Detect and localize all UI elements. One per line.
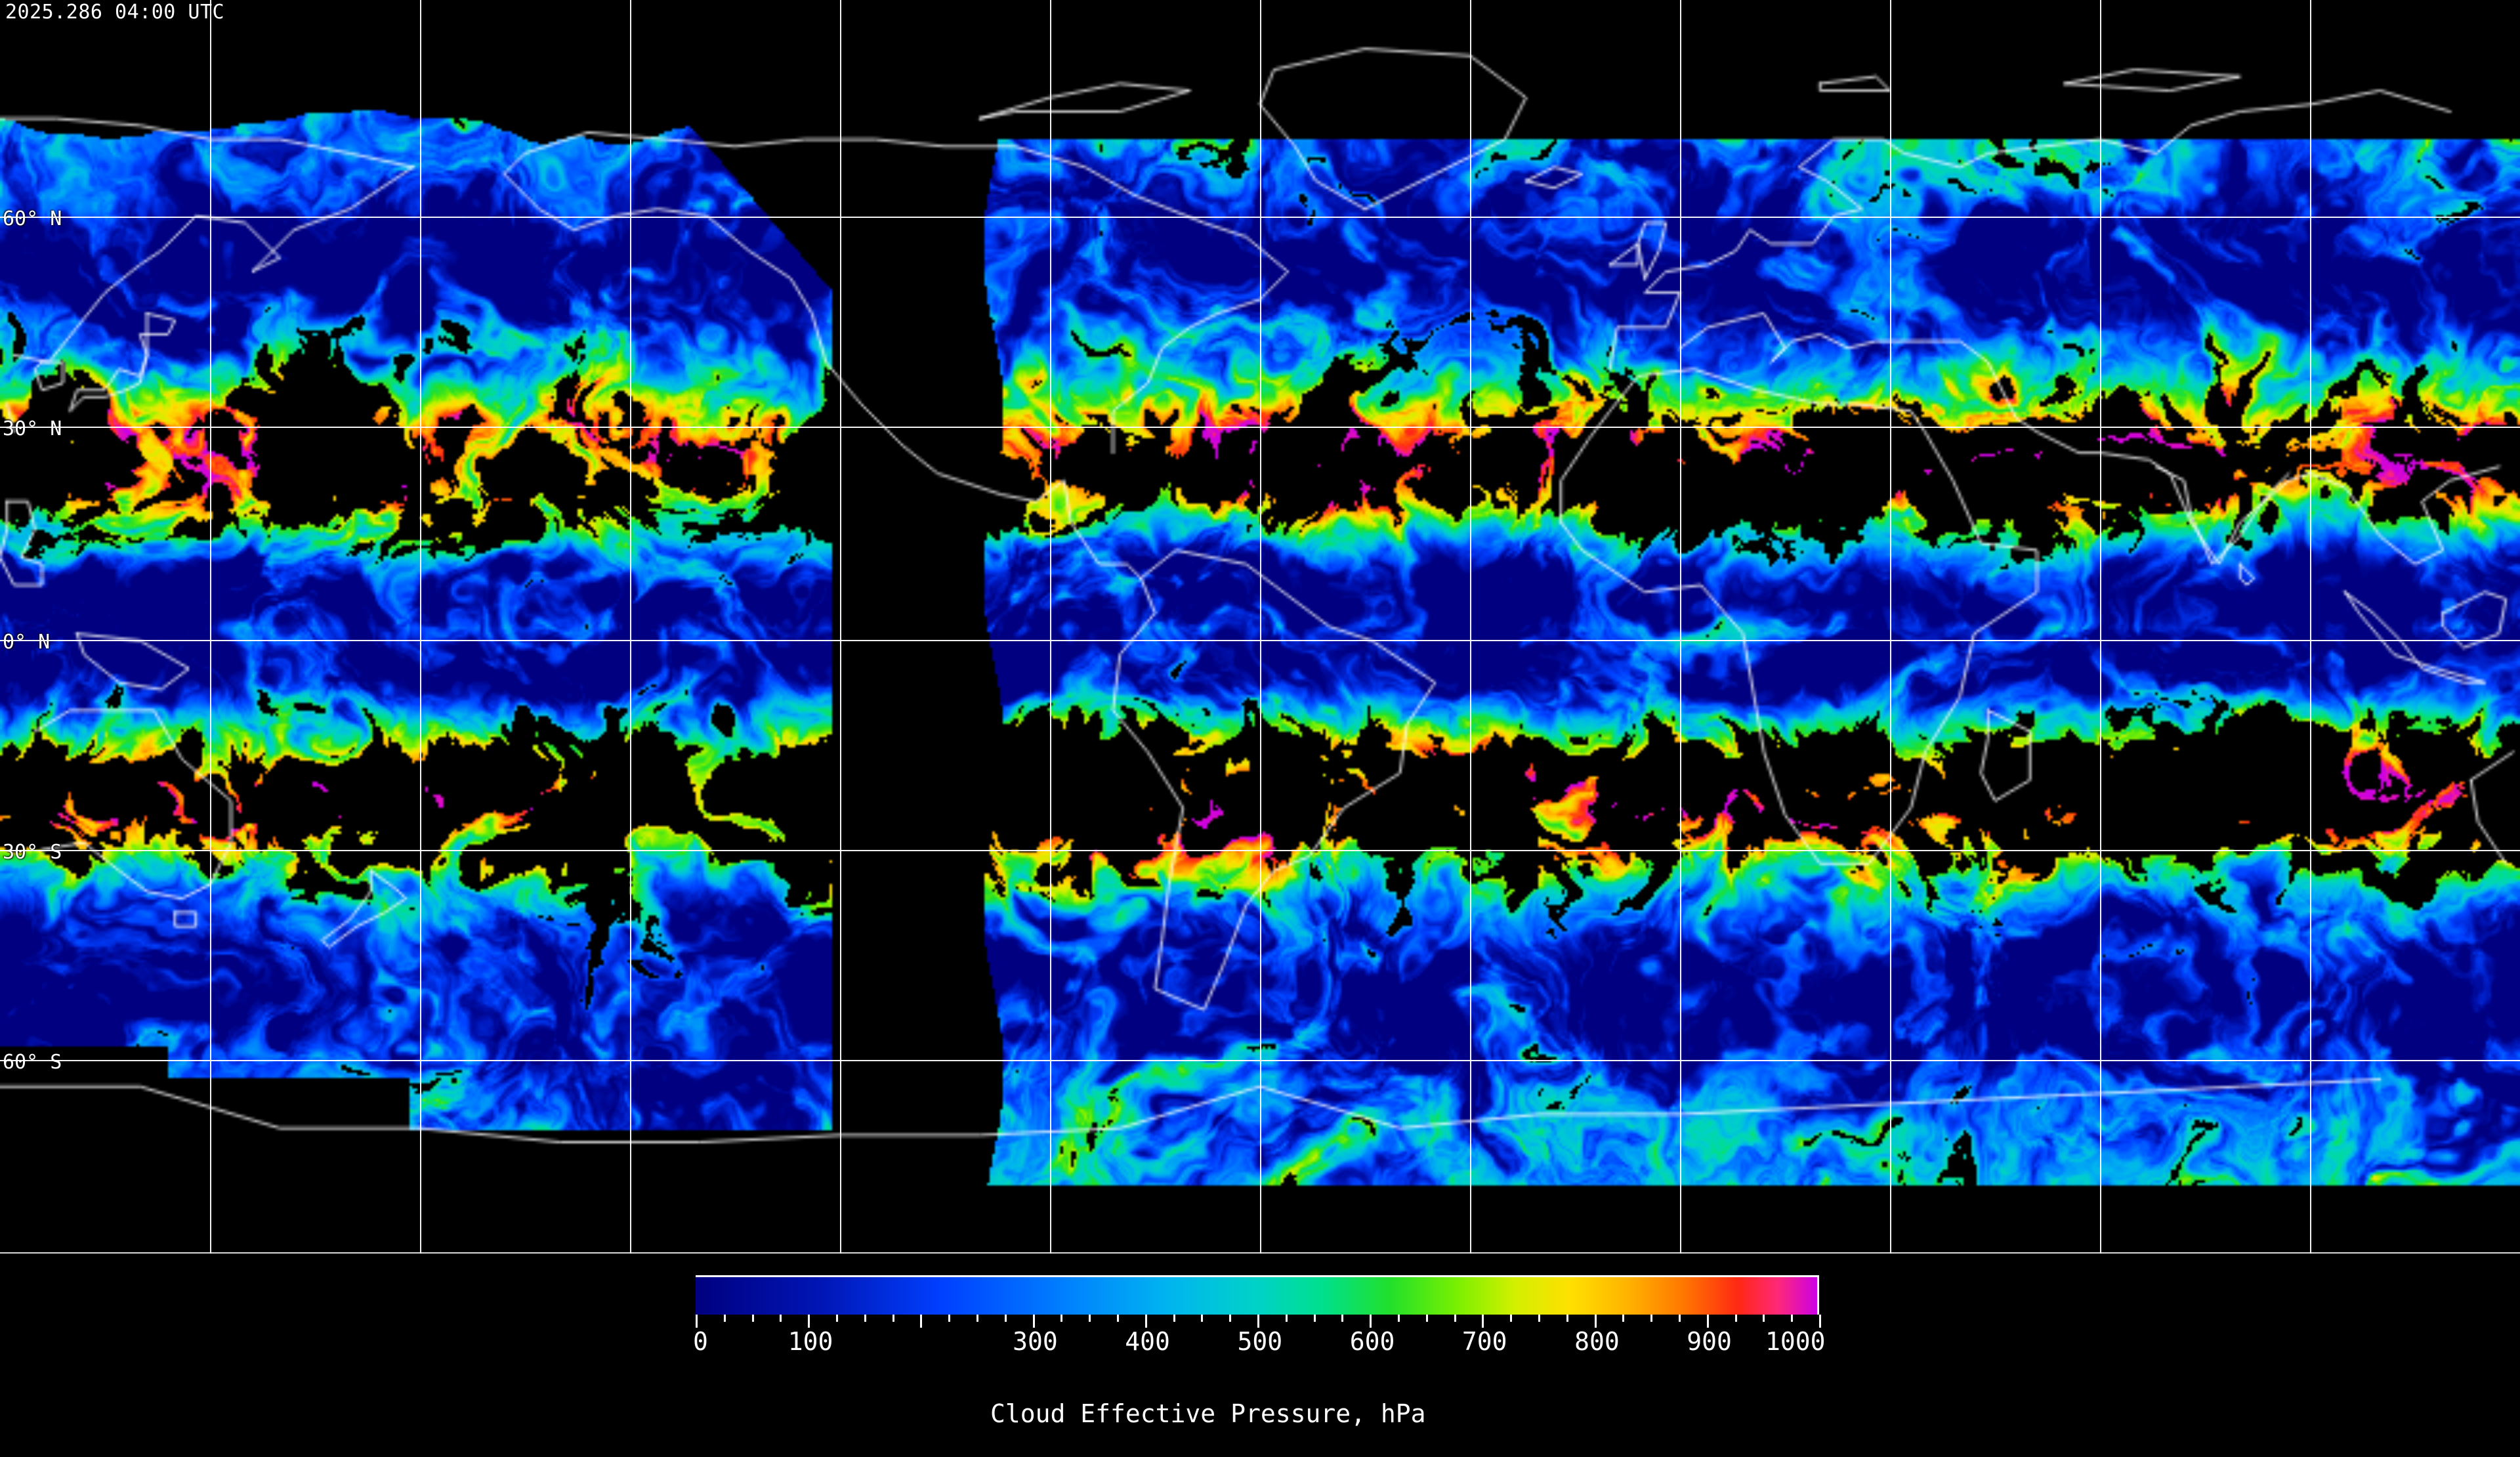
colorbar-major-tick <box>808 1315 810 1328</box>
colorbar-tick-label: 0 <box>693 1327 708 1356</box>
colorbar-major-tick <box>1144 1315 1147 1328</box>
colorbar-minor-tick <box>1089 1315 1091 1322</box>
colorbar-tick-label: 100 <box>788 1327 833 1356</box>
colorbar-major-tick <box>1594 1315 1597 1328</box>
colorbar-minor-tick <box>723 1315 726 1322</box>
colorbar-minor-tick <box>1454 1315 1456 1322</box>
colorbar-major-tick <box>1482 1315 1484 1328</box>
colorbar-minor-tick <box>1285 1315 1288 1322</box>
colorbar-minor-tick <box>1201 1315 1204 1322</box>
colorbar-tick-label: 500 <box>1237 1327 1283 1356</box>
colorbar-major-tick <box>1370 1315 1372 1328</box>
lat-label-30n: 30° N <box>3 417 62 440</box>
colorbar-title: Cloud Effective Pressure, hPa <box>0 1370 2520 1457</box>
colorbar-major-tick <box>1706 1315 1709 1328</box>
colorbar-major-tick <box>1257 1315 1259 1328</box>
colorbar-tick-label: 900 <box>1687 1327 1732 1356</box>
lat-label-60s: 60° S <box>3 1051 62 1074</box>
colorbar-tick-label: 1000 <box>1765 1327 1826 1356</box>
colorbar-minor-tick <box>948 1315 951 1322</box>
colorbar-minor-tick <box>1313 1315 1316 1322</box>
lat-label-60n: 60° N <box>3 207 62 230</box>
lat-label-0: 0° N <box>3 631 51 654</box>
colorbar-minor-tick <box>836 1315 838 1322</box>
colorbar-minor-tick <box>1622 1315 1625 1322</box>
colorbar-tick-label: 700 <box>1461 1327 1507 1356</box>
colorbar-tick-label: 600 <box>1349 1327 1395 1356</box>
colorbar-tick-labels: 0 100 300 400 500 600 700 800 900 1000 <box>693 1327 1826 1356</box>
colorbar-tick-label: 800 <box>1574 1327 1620 1356</box>
colorbar-minor-tick <box>1510 1315 1513 1322</box>
colorbar-minor-tick <box>1117 1315 1119 1322</box>
colorbar-minor-tick <box>1650 1315 1653 1322</box>
colorbar-minor-tick <box>1398 1315 1400 1322</box>
colorbar-minor-tick <box>1060 1315 1063 1322</box>
colorbar-minor-tick <box>780 1315 782 1322</box>
cloud-effective-pressure-map <box>0 0 2520 1254</box>
colorbar-minor-tick <box>864 1315 866 1322</box>
colorbar-area: 0 100 300 400 500 600 700 800 900 1000 Cloud Effe… <box>0 1254 2520 1428</box>
colorbar-minor-tick <box>1341 1315 1344 1322</box>
colorbar-minor-tick <box>976 1315 978 1322</box>
colorbar-ticks <box>696 1315 1821 1329</box>
colorbar-minor-tick <box>1538 1315 1540 1322</box>
colorbar-minor-tick <box>1425 1315 1428 1322</box>
colorbar-minor-tick <box>1679 1315 1681 1322</box>
lat-label-30s: 30° S <box>3 841 62 864</box>
colorbar-gradient <box>696 1275 1819 1315</box>
colorbar-minor-tick <box>1173 1315 1175 1322</box>
timestamp-label: 2025.286 04:00 UTC <box>5 1 225 24</box>
colorbar <box>696 1275 1819 1315</box>
colorbar-minor-tick <box>1566 1315 1568 1322</box>
map-panel: 2025.286 04:00 UTC 60° N 30° N 0° N 30° … <box>0 0 2520 1254</box>
colorbar-major-tick <box>1032 1315 1035 1328</box>
colorbar-minor-tick <box>1763 1315 1765 1322</box>
colorbar-tick-label: 300 <box>1013 1327 1058 1356</box>
colorbar-major-tick <box>920 1315 923 1328</box>
colorbar-title-text: Cloud Effective Pressure, hPa <box>990 1399 1426 1428</box>
colorbar-tick-label: 400 <box>1125 1327 1170 1356</box>
colorbar-minor-tick <box>892 1315 894 1322</box>
colorbar-minor-tick <box>1004 1315 1007 1322</box>
colorbar-minor-tick <box>1734 1315 1737 1322</box>
colorbar-major-tick <box>1819 1315 1821 1328</box>
colorbar-minor-tick <box>1791 1315 1794 1322</box>
colorbar-minor-tick <box>751 1315 754 1322</box>
colorbar-minor-tick <box>1229 1315 1232 1322</box>
colorbar-major-tick <box>696 1315 698 1328</box>
